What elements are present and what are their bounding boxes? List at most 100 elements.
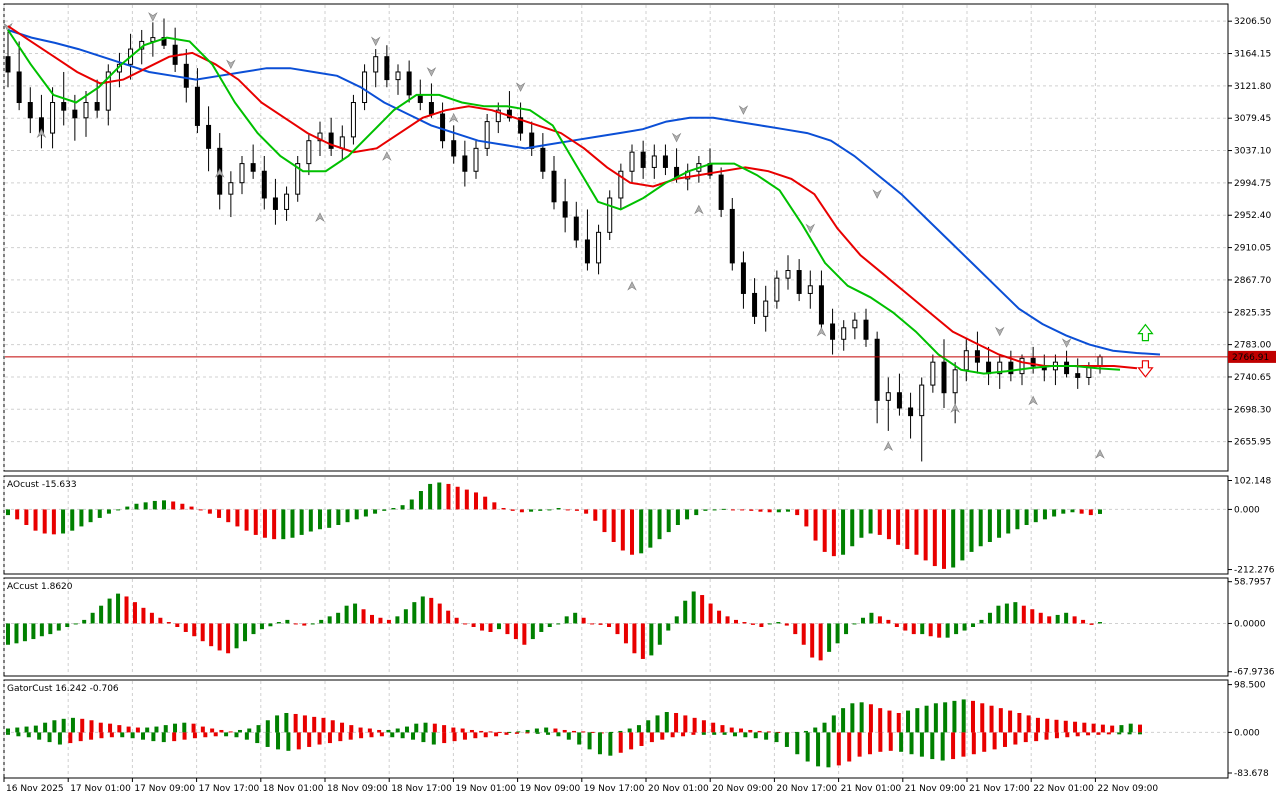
gator-lower-bar xyxy=(597,732,602,755)
ac-bar xyxy=(319,619,324,624)
ac-bar xyxy=(327,616,332,624)
ao-bar xyxy=(574,509,579,511)
gator-lower-bar xyxy=(348,732,353,740)
ac-bar xyxy=(513,623,518,640)
gator-upper-bar xyxy=(813,727,818,733)
gator-lower-bar xyxy=(629,732,634,750)
gator-lower-bar xyxy=(982,732,987,752)
fractal-down-arrow xyxy=(148,12,158,22)
y-tick-label: 2867.70 xyxy=(1234,276,1271,286)
x-tick-label: 21 Nov 01:00 xyxy=(841,784,902,794)
gator-lower-bar xyxy=(89,732,94,740)
ao-bar xyxy=(538,509,543,511)
gator-lower-bar xyxy=(224,732,229,737)
ao-bar xyxy=(611,509,616,542)
ao-bar xyxy=(327,509,332,528)
y-tick-label: 3121.80 xyxy=(1234,82,1271,92)
fractal-down-arrow xyxy=(3,22,13,33)
gator-lower-bar xyxy=(660,732,665,740)
gator-lower-bar xyxy=(421,732,426,743)
y-tick-label: 3164.15 xyxy=(1234,50,1271,60)
ao-bar xyxy=(70,509,75,531)
gator-upper-bar xyxy=(497,731,502,733)
gator-lower-bar xyxy=(992,732,997,750)
gator-lower-bar xyxy=(805,732,810,762)
gator-lower-bar xyxy=(732,732,737,737)
ao-bar xyxy=(960,509,965,561)
ao-bar xyxy=(418,491,423,510)
gator-upper-bar xyxy=(1091,723,1096,733)
ao-bar xyxy=(703,509,708,511)
gator-upper-bar xyxy=(432,723,437,733)
candle-bear xyxy=(752,292,758,317)
ac-bar xyxy=(226,623,231,654)
ac-bar xyxy=(116,593,121,624)
fractal-up-arrow xyxy=(448,113,459,123)
gator-upper-bar xyxy=(210,728,215,733)
candle-bull xyxy=(763,300,769,317)
candle-bear xyxy=(72,109,78,119)
ac-bar xyxy=(979,619,984,624)
gator-upper-bar xyxy=(98,722,103,733)
ac-bar xyxy=(911,623,916,635)
y-tick-label: 2740.65 xyxy=(1234,373,1271,383)
fractal-up-arrow xyxy=(627,281,637,291)
ao-bar xyxy=(786,509,790,512)
ac-bar xyxy=(564,616,569,624)
gator-upper-bar xyxy=(135,727,140,733)
fractal-down-arrow xyxy=(805,223,816,234)
gator-upper-bar xyxy=(803,730,808,733)
ao-bar xyxy=(428,483,433,510)
candle-bear xyxy=(451,140,457,157)
ao-bar xyxy=(740,509,745,511)
gator-upper-bar xyxy=(1045,718,1050,733)
ac-bar xyxy=(581,617,586,624)
gator-upper-bar xyxy=(516,731,521,733)
ao-bar xyxy=(905,509,910,550)
gator-upper-bar xyxy=(469,729,474,733)
y-tick-label: 0.000 xyxy=(1234,505,1260,515)
x-tick-label: 21 Nov 09:00 xyxy=(905,784,966,794)
ac-bar xyxy=(31,623,36,640)
ao-bar xyxy=(1061,509,1066,514)
gator-upper-bar xyxy=(117,725,122,733)
ac-bar xyxy=(750,623,755,625)
gator-lower-bar xyxy=(130,732,135,739)
ao-bar xyxy=(336,509,341,525)
gator-upper-bar xyxy=(265,720,270,733)
x-tick-label: 17 Nov 09:00 xyxy=(134,784,195,794)
ao-bar xyxy=(602,509,607,533)
gator-upper-bar xyxy=(321,717,326,733)
gator-upper-bar xyxy=(442,725,447,733)
gator-upper-bar xyxy=(423,722,428,733)
gator-upper-bar xyxy=(980,703,985,733)
fractal-up-arrow xyxy=(1095,449,1105,459)
candle-bull xyxy=(596,231,602,264)
candle-bear xyxy=(194,86,200,126)
gator-upper-bar xyxy=(1063,720,1068,733)
gator-upper-bar xyxy=(544,727,549,733)
gator-upper-bar xyxy=(312,716,317,733)
gator-upper-bar xyxy=(1138,724,1142,733)
gator-lower-bar xyxy=(961,732,966,757)
gator-lower-bar xyxy=(1138,732,1142,735)
candle-bull xyxy=(997,361,1003,375)
candle-bull xyxy=(373,56,379,73)
gator-upper-bar xyxy=(488,731,493,733)
gator-upper-bar xyxy=(154,726,159,733)
gator-upper-bar xyxy=(479,730,484,733)
ao-bar xyxy=(253,509,258,535)
ac-bar xyxy=(149,612,154,624)
current-price-label: 2766.91 xyxy=(1232,353,1269,363)
y-tick-label: -83.678 xyxy=(1234,769,1269,779)
ac-bar xyxy=(107,598,112,624)
ac-bar xyxy=(361,609,366,624)
ac-bar xyxy=(632,623,637,654)
y-tick-label: 2952.40 xyxy=(1234,211,1271,221)
ac-bar xyxy=(700,595,705,624)
gator-lower-bar xyxy=(26,732,31,738)
ao-bar xyxy=(923,509,928,561)
ac-bar xyxy=(674,616,679,624)
